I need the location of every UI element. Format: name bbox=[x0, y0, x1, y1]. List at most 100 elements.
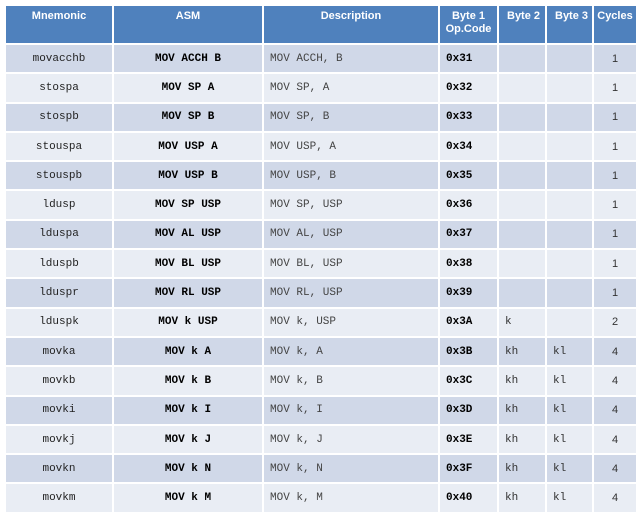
opcode-cell: 0x37 bbox=[440, 220, 497, 249]
description-cell: MOV BL, USP bbox=[264, 250, 438, 278]
header-cycles: Cycles bbox=[594, 6, 636, 43]
byte3-cell bbox=[547, 103, 592, 131]
byte2-cell: k bbox=[499, 308, 545, 336]
asm-cell: MOV k M bbox=[114, 484, 262, 512]
asm-cell: MOV k I bbox=[114, 396, 262, 424]
byte3-cell bbox=[547, 220, 592, 249]
table-row: stospa MOV SP A MOV SP, A 0x32 1 bbox=[6, 74, 636, 102]
table-row: lduspk MOV k USP MOV k, USP 0x3A k 2 bbox=[6, 308, 636, 336]
byte2-cell: kh bbox=[499, 396, 545, 424]
cycles-cell: 4 bbox=[594, 396, 636, 424]
table-row: movki MOV k I MOV k, I 0x3D kh kl 4 bbox=[6, 396, 636, 424]
table-body: movacchb MOV ACCH B MOV ACCH, B 0x31 1 stospa… bbox=[6, 45, 636, 512]
byte2-cell bbox=[499, 132, 545, 161]
opcode-cell: 0x3B bbox=[440, 337, 497, 366]
table-row: movkm MOV k M MOV k, M 0x40 kh kl 4 bbox=[6, 484, 636, 512]
description-cell: MOV ACCH, B bbox=[264, 45, 438, 73]
opcode-cell: 0x3D bbox=[440, 396, 497, 424]
byte3-cell: kl bbox=[547, 484, 592, 512]
table-row: ldusp MOV SP USP MOV SP, USP 0x36 1 bbox=[6, 191, 636, 219]
table-row: movkj MOV k J MOV k, J 0x3E kh kl 4 bbox=[6, 425, 636, 454]
asm-cell: MOV SP USP bbox=[114, 191, 262, 219]
opcode-cell: 0x33 bbox=[440, 103, 497, 131]
byte3-cell: kl bbox=[547, 396, 592, 424]
byte2-cell bbox=[499, 220, 545, 249]
cycles-cell: 4 bbox=[594, 337, 636, 366]
opcode-cell: 0x35 bbox=[440, 162, 497, 190]
opcode-cell: 0x3A bbox=[440, 308, 497, 336]
asm-cell: MOV BL USP bbox=[114, 250, 262, 278]
asm-cell: MOV k N bbox=[114, 455, 262, 483]
header-byte2: Byte 2 bbox=[499, 6, 545, 43]
byte3-cell bbox=[547, 279, 592, 307]
cycles-cell: 1 bbox=[594, 103, 636, 131]
table-row: stospb MOV SP B MOV SP, B 0x33 1 bbox=[6, 103, 636, 131]
cycles-cell: 1 bbox=[594, 74, 636, 102]
description-cell: MOV k, J bbox=[264, 425, 438, 454]
opcode-cell: 0x40 bbox=[440, 484, 497, 512]
byte3-cell bbox=[547, 162, 592, 190]
description-cell: MOV SP, USP bbox=[264, 191, 438, 219]
byte2-cell bbox=[499, 162, 545, 190]
mnemonic-cell: stospa bbox=[6, 74, 112, 102]
mnemonic-cell: lduspr bbox=[6, 279, 112, 307]
byte3-cell: kl bbox=[547, 455, 592, 483]
byte2-cell: kh bbox=[499, 337, 545, 366]
description-cell: MOV SP, A bbox=[264, 74, 438, 102]
byte3-cell bbox=[547, 74, 592, 102]
header-byte3: Byte 3 bbox=[547, 6, 592, 43]
description-cell: MOV USP, A bbox=[264, 132, 438, 161]
opcode-cell: 0x36 bbox=[440, 191, 497, 219]
byte2-cell: kh bbox=[499, 425, 545, 454]
header-row: Mnemonic ASM Description Byte 1 Op.Code B… bbox=[6, 6, 636, 43]
mnemonic-cell: lduspa bbox=[6, 220, 112, 249]
description-cell: MOV USP, B bbox=[264, 162, 438, 190]
byte2-cell bbox=[499, 250, 545, 278]
asm-cell: MOV k A bbox=[114, 337, 262, 366]
mnemonic-cell: movkb bbox=[6, 367, 112, 395]
header-byte1-line1: Byte 1 bbox=[451, 10, 486, 22]
byte2-cell: kh bbox=[499, 484, 545, 512]
asm-cell: MOV k B bbox=[114, 367, 262, 395]
mnemonic-cell: movka bbox=[6, 337, 112, 366]
byte3-cell bbox=[547, 191, 592, 219]
cycles-cell: 1 bbox=[594, 250, 636, 278]
opcode-cell: 0x34 bbox=[440, 132, 497, 161]
table-row: lduspb MOV BL USP MOV BL, USP 0x38 1 bbox=[6, 250, 636, 278]
asm-cell: MOV RL USP bbox=[114, 279, 262, 307]
asm-cell: MOV USP A bbox=[114, 132, 262, 161]
cycles-cell: 4 bbox=[594, 455, 636, 483]
byte3-cell: kl bbox=[547, 367, 592, 395]
header-description: Description bbox=[264, 6, 438, 43]
description-cell: MOV AL, USP bbox=[264, 220, 438, 249]
table-row: movkn MOV k N MOV k, N 0x3F kh kl 4 bbox=[6, 455, 636, 483]
cycles-cell: 4 bbox=[594, 425, 636, 454]
cycles-cell: 1 bbox=[594, 45, 636, 73]
table-row: movkb MOV k B MOV k, B 0x3C kh kl 4 bbox=[6, 367, 636, 395]
instruction-table: Mnemonic ASM Description Byte 1 Op.Code B… bbox=[4, 4, 638, 514]
mnemonic-cell: movkj bbox=[6, 425, 112, 454]
cycles-cell: 4 bbox=[594, 484, 636, 512]
mnemonic-cell: movkn bbox=[6, 455, 112, 483]
mnemonic-cell: stospb bbox=[6, 103, 112, 131]
opcode-cell: 0x38 bbox=[440, 250, 497, 278]
byte2-cell bbox=[499, 45, 545, 73]
opcode-cell: 0x32 bbox=[440, 74, 497, 102]
byte2-cell: kh bbox=[499, 455, 545, 483]
byte3-cell bbox=[547, 308, 592, 336]
mnemonic-cell: ldusp bbox=[6, 191, 112, 219]
asm-cell: MOV AL USP bbox=[114, 220, 262, 249]
cycles-cell: 1 bbox=[594, 220, 636, 249]
opcode-cell: 0x3F bbox=[440, 455, 497, 483]
description-cell: MOV k, USP bbox=[264, 308, 438, 336]
description-cell: MOV k, M bbox=[264, 484, 438, 512]
table-row: stouspa MOV USP A MOV USP, A 0x34 1 bbox=[6, 132, 636, 161]
byte2-cell bbox=[499, 279, 545, 307]
byte3-cell bbox=[547, 45, 592, 73]
asm-cell: MOV SP B bbox=[114, 103, 262, 131]
asm-cell: MOV ACCH B bbox=[114, 45, 262, 73]
cycles-cell: 2 bbox=[594, 308, 636, 336]
description-cell: MOV k, A bbox=[264, 337, 438, 366]
byte2-cell: kh bbox=[499, 367, 545, 395]
